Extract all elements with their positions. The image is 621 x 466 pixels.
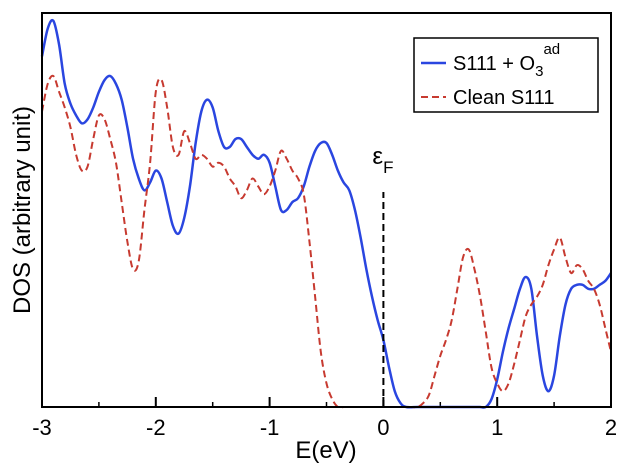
x-tick-label: -1 bbox=[260, 415, 280, 440]
x-tick-label: 2 bbox=[605, 415, 617, 440]
plot-frame bbox=[41, 12, 612, 408]
y-axis-title: DOS (arbitrary unit) bbox=[9, 106, 36, 314]
x-tick-label: -2 bbox=[146, 415, 166, 440]
legend-label-series-1-sub: 3 bbox=[535, 63, 543, 80]
fermi-symbol: ε bbox=[372, 143, 383, 170]
legend-label-series-2: Clean S111 bbox=[453, 87, 555, 109]
legend-label-series-1-sup: ad bbox=[543, 41, 560, 58]
fermi-subscript: F bbox=[383, 158, 393, 177]
legend-label-series-1-main: S111 + O bbox=[453, 53, 535, 75]
fermi-level-label: εF bbox=[372, 143, 393, 177]
x-axis-title: E(eV) bbox=[295, 437, 356, 464]
legend-box bbox=[413, 37, 599, 113]
x-tick-label: -3 bbox=[32, 415, 52, 440]
series-layer bbox=[40, 18, 613, 409]
series-line-1 bbox=[40, 18, 613, 409]
legend: S111 + O3ad Clean S111 bbox=[413, 37, 599, 113]
legend-label-series-1: S111 + O3ad bbox=[453, 41, 560, 80]
x-tick-label: 1 bbox=[491, 415, 503, 440]
tick-layer: -3 -2 -1 0 1 2 bbox=[32, 397, 617, 440]
x-tick-label: 0 bbox=[377, 415, 389, 440]
series-line-2 bbox=[41, 74, 612, 409]
